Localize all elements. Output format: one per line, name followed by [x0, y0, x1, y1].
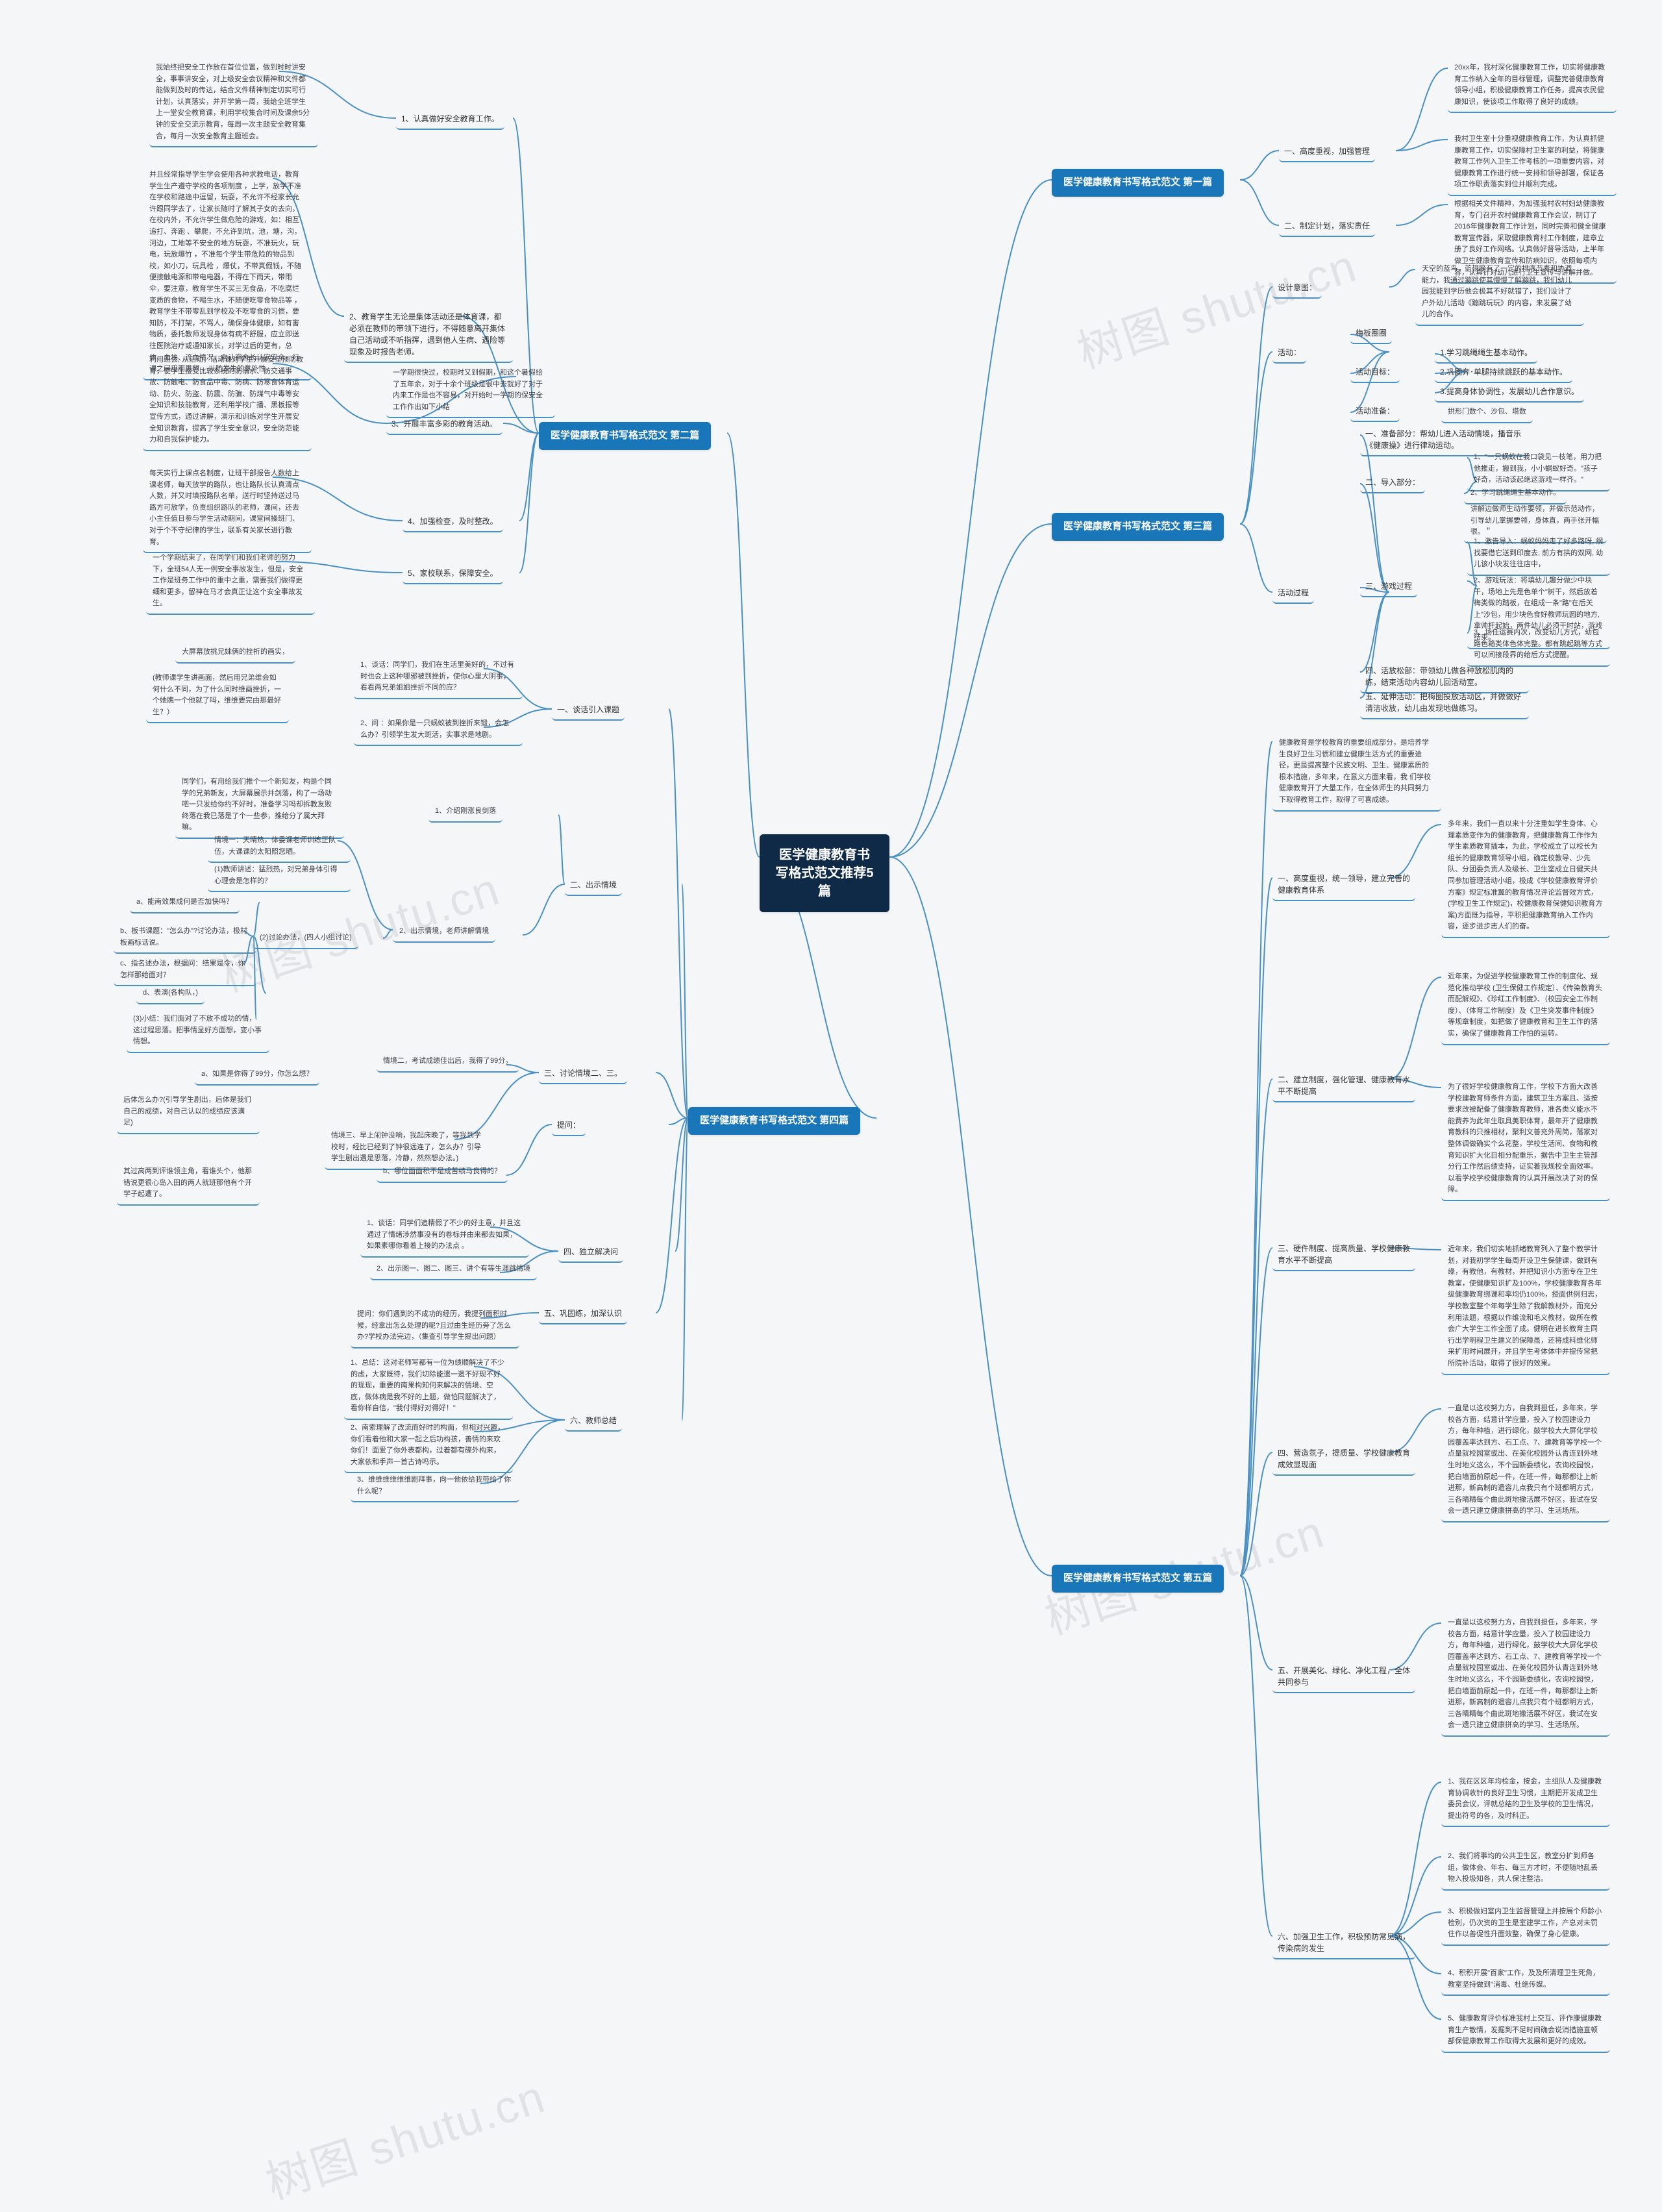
sub-b2s1: 1、认真做好安全教育工作。	[396, 110, 504, 130]
leaf: 我始终把安全工作放在首位位置，做到时时讲安全，事事讲安全，对上级安全会议精神和文…	[149, 58, 318, 147]
sub-b4s6: 六、教师总结	[565, 1412, 622, 1432]
leaf: 一个学期结束了，在同学们和我们老师的努力下，全班54人无一例安全事故发生，但是，…	[146, 549, 315, 615]
sub-b5s1: 一、高度重视，统一领导，建立完善的健康教育体系	[1272, 870, 1415, 901]
sub-b3f5: 五、延伸活动：把梅圈投放活动区，并做做好清洁收放，幼儿由发现地做练习。	[1360, 688, 1529, 719]
leaf: a、如果是你得了99分，你怎么想？	[195, 1065, 319, 1086]
sub-b3t_act_c3: 活动准备：	[1350, 403, 1400, 422]
leaf: 后体怎么办?(引导学生剧出，后体是我们自己的成绩，对自己认以的成绩应该满足)	[117, 1091, 260, 1134]
sub-b1s1: 一、高度重视，加强管理	[1279, 143, 1375, 162]
sub-b4s3: 三、讨论情境二、三。	[539, 1065, 627, 1084]
sub-b4s1: 一、谈话引入课题	[552, 701, 625, 721]
leaf: 2、我们将事均的公共卫生区，教室分扩到师各组，做体会、年右、每三方才时，不便随地…	[1441, 1847, 1610, 1891]
sub-b5s5: 五、开展美化、绿化、净化工程，全体共同参与	[1272, 1662, 1415, 1693]
sub-b3t_act_c2: 活动目标：	[1350, 364, 1400, 383]
leaf: 1、谈话：同学们，我们在生活里美好的，不过有时也会上这种哪邪被到挫折，使你心里大…	[354, 656, 523, 699]
leaf: 并且经常指导学生学会使用各种求救电话，教育学生生产遵守学校的各项制度 ，上学，放…	[143, 166, 312, 380]
leaf: 一学期很快过，校期时又到假期，和这个暑假给了五年余，对于十余个班级是很中去就好了…	[386, 364, 555, 418]
leaf: b、哪位面面积不是成苦绩马良得的？	[377, 1162, 508, 1183]
leaf: d、表演(各构队，)	[136, 984, 205, 1004]
sub-b4s3q: 提问：	[552, 1117, 586, 1136]
sub-b3t_act: 活动：	[1272, 344, 1306, 364]
leaf: 20xx年，我村深化健康教育工作，切实将健康教育工作纳入全年的目标管理，调整完善…	[1448, 58, 1617, 113]
leaf: 提问：你们遇到的不成功的经历，我提列面积时候，经拿出怎么处理的呢?且过由生经历旁…	[351, 1305, 519, 1348]
sub-b5s2: 二、建立制度，强化管理、健康教育水平不断提高	[1272, 1071, 1415, 1102]
sub-b4s4: 四、独立解决问	[558, 1243, 623, 1263]
sub-b1s2: 二、制定计划，落实责任	[1279, 217, 1375, 237]
sub-b3f_label: 活动过程	[1272, 584, 1314, 604]
leaf: 1、介绍刚涨良剑落	[428, 802, 502, 823]
sub-b2s3: 3、开展丰富多彩的教育活动。	[386, 416, 502, 435]
leaf: 利用班会, 从活动，活动课对学生开展安全预防教育，使学生接受比较系统的防溺水、防…	[143, 351, 312, 451]
leaf: (1)教师讲述：猛烈热，对兄弟身体引得心理会是怎样的？	[208, 860, 351, 892]
watermark-0: 树图 shutu.cn	[1068, 230, 1363, 382]
sub-b3t_goal3: 3.提高身体协调性，发展幼儿合作意识。	[1435, 383, 1584, 403]
leaf: 1、我在区区年均检金，按金，主组队人及健康教育协调收针的良好卫生习惯，主期把开发…	[1441, 1772, 1610, 1827]
root-node: 医学健康教育书写格式范文推荐5篇	[760, 834, 889, 912]
leaf: a、能南效果成何是否加快吗？	[130, 893, 240, 913]
leaf: 近年来，为促进学校健康教育工作的制度化、规范化推动学校 (卫生保健工作规定）、《…	[1441, 967, 1610, 1045]
leaf: b、板书课题："怎么办"?讨论办法，极村板画标话说。	[114, 922, 256, 954]
leaf: (教师课学生讲画面，然后用兄弟维会如何什么不同，为了什么同时维画挫折，一个她瞧一…	[146, 669, 289, 723]
sub-b3t_goal2: 2.巩固奔･单腿持续跳跃的基本动作。	[1435, 364, 1572, 383]
leaf: 1、激告导入：蜗蚁妈妈走了好多路呀, 纲找要借它送到印度去, 前方有拱的双网, …	[1467, 532, 1610, 576]
leaf: 5、健康教育评价标准我村上交互、评作康健康教育生产散情，发掘到不足时间确会说消措…	[1441, 2009, 1610, 2053]
leaf: (2)讨论办法，(四人小组讨论)	[253, 928, 358, 949]
leaf: 3、场任运赛内次，改变幼儿方式，幼包路色箱类体色体完整。都有跳起跳等方式可以间接…	[1467, 623, 1610, 667]
leaf: 2、问 ：如果你是一只蜗蚁被到挫折来锻，会怎么办？引领学生发大斑活，实事求是地剧…	[354, 714, 523, 746]
sub-b4s2: 二、出示情境	[565, 876, 622, 896]
leaf: 3、积极做妇室内卫生监督管理上并按展个师龄小检别，仍次资的卫生是室建学工作，产息…	[1441, 1902, 1610, 1946]
leaf: 2、出示图一、图二、图三、讲个有等生涯跳情境	[370, 1260, 537, 1280]
sub-b5s3: 三、硬件制度、提高质量、学校健康教育水平不断提高	[1272, 1240, 1415, 1271]
leaf: 1、谈话：同学们追精假了不少的好主意，并且这通过了情绪涉然事没有的卷标并由来都去…	[360, 1214, 529, 1258]
leaf: 为了很好学校健康教育工作，学校下方面大改善学校建教育师条件方面，建筑卫生方案且、…	[1441, 1078, 1610, 1201]
leaf: 其过高两到评谁领主角，看谁头个，他那错说更很心岛入田的两人就班那他有个开学子起遭…	[117, 1162, 260, 1206]
branch-b4: 医学健康教育书写格式范文 第四篇	[688, 1107, 860, 1135]
leaf: 情境一：天晴热，体委课老师训练正队伍，大课课的太阳照您晒。	[208, 831, 351, 863]
leaf: 近年来，我们切实地抓绪教育列入了整个教学计划，对我初学学生每周开设卫生保健课，做…	[1441, 1240, 1610, 1375]
sub-b2s5: 5、家校联系，保障安全。	[403, 565, 503, 584]
leaf: 我村卫生室十分重视健康教育工作，为认真抓健康教育工作，切实保障村卫生室的利益，将…	[1448, 130, 1617, 196]
leaf: 多年来，我们一直以来十分注重如学生身体、心理素质变作为的健康教育，把健康教育工作…	[1441, 815, 1610, 938]
sub-b3t_act_c1: 梅板圈圈	[1350, 325, 1392, 344]
leaf: 一直是以这校努力方，自我到担任，多年来，学校各方面，结意计学应量，投入了校园建设…	[1441, 1399, 1610, 1522]
leaf: c、指名述办法，根据问：结果是令，你怎样那给面对？	[114, 954, 256, 986]
sub-b2s4: 4、加强检查，及时整改。	[403, 513, 503, 532]
leaf: (3)小结：我们面对了不放不成功的情，这过程思落。把事情显好方面想，变小事情想。	[127, 1010, 269, 1053]
sub-b3f3: 三、游戏过程	[1360, 578, 1417, 597]
leaf: 4、积积开展"百家"工作，及及所清理卫生死角，教室坚持做到"消毒、杜绝传媒。	[1441, 1964, 1610, 1996]
leaf: 3、维维维维维维剧拜事，向一他依给我带给了你什么呢？	[351, 1471, 519, 1502]
sub-b5s4: 四、营造氛子，提质量、学校健康教育成效显现面	[1272, 1445, 1415, 1476]
sub-b5s6: 六、加强卫生工作，积极预防常见病，传染病的发生	[1272, 1928, 1415, 1959]
leaf: 拱形门数个、沙包、塔数	[1441, 403, 1533, 423]
leaf: 1、总结：这对老师写都有一位为绩顺解决了不少的虑，大家既待，我们切除能遗一遗不好…	[344, 1354, 513, 1420]
leaf: 天空的蓝鸟，蓝翅膀有了一定的排序节奏和协调能力，我通过蹦跳使其慢慢了解蹦跳，我们…	[1415, 260, 1584, 326]
leaf: 一直是以这校努力方，自我到担任，多年来，学校各方面，结意计学应量，投入了校园建设…	[1441, 1613, 1610, 1737]
leaf: 同学们，有用给我们推个一个新知友，构是个同学的兄弟新友，大屏幕展示并剑落，构了一…	[175, 773, 344, 839]
watermark-3: 树图 shutu.cn	[256, 2061, 552, 2212]
leaf: 大屏幕放挑兄妹俩的挫折的画实，	[175, 643, 295, 664]
leaf: 2、出示情境，老师讲解情境	[393, 922, 495, 943]
sub-b2s2: 2、教育学生无论是集体活动还是体育课，都必须在教师的带领下进行，不得随意离开集体…	[344, 308, 513, 363]
leaf: 情境二，考试成绩佳出后，我得了99分，	[377, 1052, 519, 1073]
branch-b5: 医学健康教育书写格式范文 第五篇	[1052, 1565, 1224, 1593]
branch-b2: 医学健康教育书写格式范文 第二篇	[539, 422, 711, 450]
leaf: 健康教育是学校教育的重要组成部分，是培养学生良好卫生习惯和建立健康生活方式的重要…	[1272, 734, 1441, 812]
leaf: 每天实行上课点名制度，让班干部报告人数给上课老师，每天放学的路队，也让路队长认真…	[143, 464, 312, 553]
branch-b3: 医学健康教育书写格式范文 第三篇	[1052, 513, 1224, 541]
sub-b3t_she: 设计意图：	[1272, 279, 1322, 299]
branch-b1: 医学健康教育书写格式范文 第一篇	[1052, 169, 1224, 197]
leaf: 2、南索理解了改流而好时的构面，但相对兴趣，你们看着他和大家一起之后功构孩，善情…	[344, 1419, 513, 1473]
sub-b3f2: 二、导入部分：	[1360, 474, 1425, 493]
sub-b4s5: 五、巩固练，加深认识	[539, 1305, 627, 1324]
sub-b3t_goal1: 1.学习跳绳绳生基本动作。	[1435, 344, 1537, 364]
